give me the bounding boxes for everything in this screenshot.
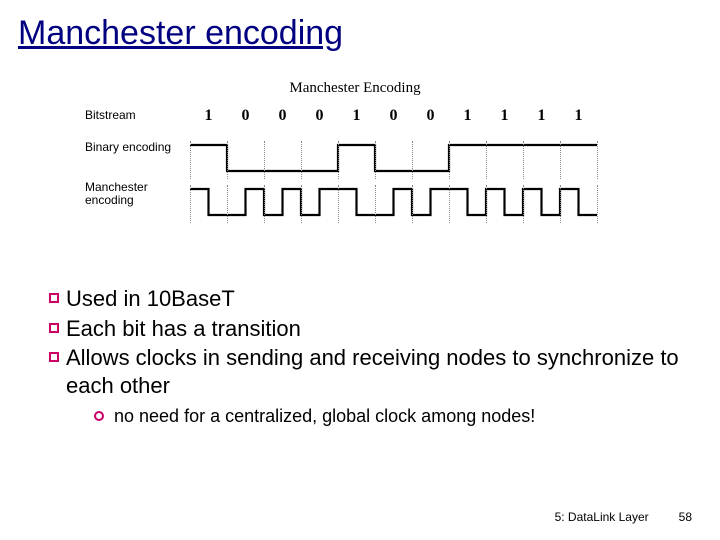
binary-label: Binary encoding <box>85 139 190 154</box>
bit-value: 1 <box>338 107 375 125</box>
sub-bullet-text: no need for a centralized, global clock … <box>114 405 535 428</box>
slide-title: Manchester encoding <box>0 0 720 53</box>
bullet-3: Allows clocks in sending and receiving n… <box>42 344 690 399</box>
bit-value: 1 <box>486 107 523 125</box>
bullet-2-text: Each bit has a transition <box>66 315 301 343</box>
bit-value: 1 <box>560 107 597 125</box>
manchester-row: Manchester encoding <box>85 179 625 223</box>
bit-value: 1 <box>523 107 560 125</box>
bit-value: 1 <box>449 107 486 125</box>
square-bullet-icon <box>42 344 66 362</box>
encoding-diagram: Manchester Encoding Bitstream 1000100111… <box>85 80 625 223</box>
diagram-title: Manchester Encoding <box>85 80 625 97</box>
binary-waveform <box>190 141 597 179</box>
manchester-label: Manchester encoding <box>85 179 190 207</box>
bit-values: 10001001111 <box>190 107 597 125</box>
bitstream-row: Bitstream 10001001111 <box>85 107 625 139</box>
square-bullet-icon <box>42 285 66 303</box>
binary-row: Binary encoding <box>85 139 625 179</box>
slide-footer: 5: DataLink Layer 58 <box>555 510 692 524</box>
bitstream-label: Bitstream <box>85 107 190 122</box>
bullet-list: Used in 10BaseT Each bit has a transitio… <box>42 285 690 428</box>
bullet-1: Used in 10BaseT <box>42 285 690 313</box>
manchester-waveform <box>190 185 597 223</box>
bit-value: 0 <box>264 107 301 125</box>
square-bullet-icon <box>42 315 66 333</box>
sub-bullet: no need for a centralized, global clock … <box>94 405 690 428</box>
bit-value: 0 <box>375 107 412 125</box>
bit-value: 0 <box>227 107 264 125</box>
bit-value: 1 <box>190 107 227 125</box>
bit-value: 0 <box>412 107 449 125</box>
footer-page: 58 <box>679 510 692 524</box>
bit-value: 0 <box>301 107 338 125</box>
bullet-2: Each bit has a transition <box>42 315 690 343</box>
circle-bullet-icon <box>94 411 104 421</box>
footer-section: 5: DataLink Layer <box>555 510 649 524</box>
bullet-1-text: Used in 10BaseT <box>66 285 235 313</box>
bullet-3-text: Allows clocks in sending and receiving n… <box>66 344 690 399</box>
